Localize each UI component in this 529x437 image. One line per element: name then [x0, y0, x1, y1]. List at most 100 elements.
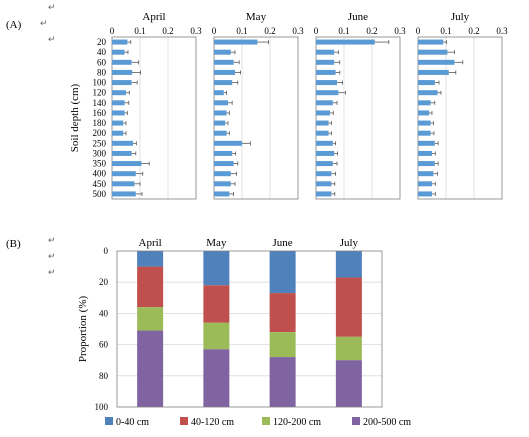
x-tick-label: 0.3 [394, 26, 406, 36]
bar [316, 90, 339, 96]
bar [214, 171, 231, 177]
bar [112, 130, 124, 136]
y-axis-label-b: Proportion (%) [77, 296, 89, 363]
bar [316, 161, 333, 167]
bar [112, 90, 126, 96]
bar [112, 59, 132, 65]
chart-proportions: Proportion (%) 0 20 40 60 80 100 April May June Ju… [77, 237, 411, 428]
x-tick-label: 0.1 [440, 26, 451, 36]
depth-tick-label: 200 [93, 128, 107, 138]
panel-label-b: (B) [6, 238, 21, 250]
depth-tick-label: 100 [93, 78, 107, 88]
x-tick-label: 0.3 [190, 26, 202, 36]
stacked-segment [335, 251, 362, 278]
depth-tick-label: 120 [93, 88, 107, 98]
bar [316, 39, 375, 45]
y-tick-label: 80 [99, 371, 109, 381]
bar [214, 120, 226, 126]
x-tick-label: 0 [110, 26, 115, 36]
bar [316, 130, 329, 136]
bar [214, 161, 234, 167]
bar [418, 181, 432, 187]
bar [214, 80, 233, 86]
category-label: July [340, 237, 359, 249]
bar [112, 171, 136, 177]
stacked-segment [137, 330, 164, 407]
facet-june: June 0 0.1 0.2 0.3 [314, 11, 406, 200]
facet-may: May 0 0.1 0.2 0.3 [212, 11, 304, 200]
depth-tick-label: 500 [93, 189, 107, 199]
facet-title: July [451, 11, 470, 23]
facet-april: April 0 0.1 0.2 0.3 [110, 11, 202, 200]
x-tick-label: 0.3 [292, 26, 304, 36]
return-marks: ↵ ↵ ↵ ↵ ↵ ↵ [40, 2, 56, 277]
bar [112, 49, 125, 55]
bar [214, 181, 231, 187]
bar [316, 191, 332, 197]
chart-depth-profiles: Soil depth (cm) 2040608010012014016018020… [69, 11, 508, 200]
legend-swatch [180, 417, 188, 425]
bar [316, 140, 333, 146]
stacked-segment [269, 293, 296, 333]
bar [316, 100, 333, 106]
legend-label: 40-120 cm [191, 417, 234, 428]
bar [418, 59, 455, 65]
bar [214, 39, 258, 45]
bar [418, 90, 438, 96]
depth-tick-label: 60 [97, 57, 107, 67]
bar [112, 150, 132, 156]
bar [112, 140, 133, 146]
bar [316, 49, 335, 55]
bar [112, 191, 136, 197]
legend-label: 0-40 cm [116, 417, 149, 428]
y-tick-label: 20 [99, 277, 109, 287]
return-mark: ↵ [40, 18, 48, 28]
depth-tick-label: 160 [93, 108, 107, 118]
bar [214, 130, 227, 136]
bar [112, 110, 125, 116]
depth-tick-label: 180 [93, 118, 107, 128]
plot-frame [417, 36, 503, 200]
bar [214, 150, 233, 156]
x-tick-label: 0 [212, 26, 217, 36]
depth-tick-label: 350 [93, 159, 107, 169]
stacked-segment [137, 266, 164, 308]
stacked-segment [269, 332, 296, 358]
return-mark: ↵ [48, 34, 56, 44]
bar [316, 171, 332, 177]
depth-tick-label: 450 [93, 179, 107, 189]
category-label: June [273, 237, 293, 249]
legend-label: 200-500 cm [363, 417, 411, 428]
y-tick-label: 0 [104, 246, 109, 256]
bar [418, 110, 430, 116]
bar [316, 69, 336, 75]
bar [214, 90, 224, 96]
bar [418, 171, 434, 177]
stacked-segment [269, 357, 296, 407]
stacked-segment [137, 251, 164, 267]
stacked-segment [269, 251, 296, 294]
bar [112, 181, 135, 187]
legend-swatch [105, 417, 113, 425]
x-tick-label: 0.3 [496, 26, 508, 36]
x-tick-label: 0.1 [236, 26, 247, 36]
legend-swatch [352, 417, 360, 425]
stacked-segment [203, 349, 230, 407]
bar [112, 80, 132, 86]
bar [316, 120, 329, 126]
x-tick-label: 0.2 [468, 26, 479, 36]
depth-tick-label: 400 [93, 169, 107, 179]
bar [214, 100, 228, 106]
return-mark: ↵ [48, 267, 56, 277]
bar [418, 150, 432, 156]
bar [112, 120, 124, 126]
bar [214, 140, 242, 146]
stacked-segment [335, 360, 362, 407]
bar [418, 120, 431, 126]
bar [418, 100, 431, 106]
bar [112, 69, 133, 75]
stacked-segment [137, 307, 164, 331]
bar [418, 39, 444, 45]
bar [316, 181, 332, 187]
